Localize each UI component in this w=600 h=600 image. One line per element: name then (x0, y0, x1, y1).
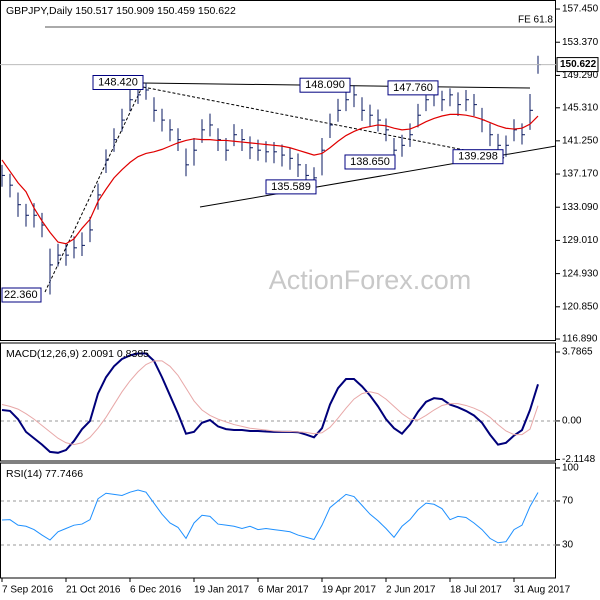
macd-frame (0, 342, 556, 462)
rsi-frame (0, 462, 556, 579)
y-tick-label: 157.450 (562, 4, 599, 15)
annotation-box (265, 179, 317, 195)
x-tick-label: 7 Sep 2016 (2, 585, 54, 596)
x-tick-label: 6 Mar 2017 (258, 585, 309, 596)
note: 22.360 (4, 289, 38, 301)
y-tick-label: 145.310 (562, 102, 599, 113)
annotation-label: 138.650 (350, 156, 390, 168)
watermark: ActionForex.com (269, 265, 472, 295)
price-frame (0, 0, 556, 341)
y-tick-label: 100 (562, 463, 579, 474)
annotation-box (344, 154, 396, 170)
x-tick-label: 31 Aug 2017 (514, 585, 571, 596)
moving-average (1, 113, 539, 245)
x-tick-label: 19 Apr 2017 (322, 585, 376, 596)
panel-title: MACD(12,26,9) 2.0091 0.8385 (6, 348, 149, 360)
annotation-label: 147.760 (393, 82, 433, 94)
panel-title: RSI(14) 77.7466 (6, 468, 83, 480)
last-price-label: 150.622 (560, 59, 597, 70)
panel-title: GBPJPY,Daily 150.517 150.909 150.459 150… (6, 5, 236, 17)
x-tick-label: 2 Jun 2017 (386, 585, 436, 596)
annotation-box (92, 74, 144, 90)
y-tick-label: 153.370 (562, 37, 599, 48)
indicator-line (1, 489, 539, 544)
annotation-label: 139.298 (458, 151, 498, 163)
note: FE 61.8 (518, 15, 553, 26)
x-tick-label: 18 Jul 2017 (450, 585, 502, 596)
y-tick-label: 30 (562, 540, 574, 551)
y-tick-label: 149.290 (562, 70, 599, 81)
y-tick-label: 0.00 (562, 416, 582, 427)
x-tick-label: 19 Jan 2017 (194, 585, 249, 596)
annotation-box (452, 149, 504, 165)
y-tick-label: 116.890 (562, 334, 598, 345)
y-tick-label: 137.170 (562, 169, 599, 180)
annotation-label: 135.589 (271, 181, 311, 193)
note-box (1, 287, 42, 303)
indicator-line (1, 360, 539, 446)
annotation-label: 148.090 (305, 79, 345, 91)
annotation-box (299, 77, 351, 93)
y-tick-label: 141.250 (562, 135, 599, 146)
annotation-label: 148.420 (98, 76, 138, 88)
y-tick-label: 133.090 (562, 202, 599, 213)
y-tick-label: -2.1148 (562, 454, 596, 465)
x-tick-label: 6 Dec 2016 (130, 585, 182, 596)
x-tick-label: 21 Oct 2016 (66, 585, 121, 596)
y-tick-label: 70 (562, 496, 574, 507)
y-tick-label: 3.7865 (562, 347, 593, 358)
y-tick-label: 129.010 (562, 235, 599, 246)
y-tick-label: 120.850 (562, 301, 599, 312)
dashed-trend (44, 84, 144, 293)
annotation-box (387, 80, 439, 96)
y-tick-label: 124.930 (562, 268, 599, 279)
dashed-trend (142, 86, 506, 159)
last-price-box (556, 57, 599, 73)
